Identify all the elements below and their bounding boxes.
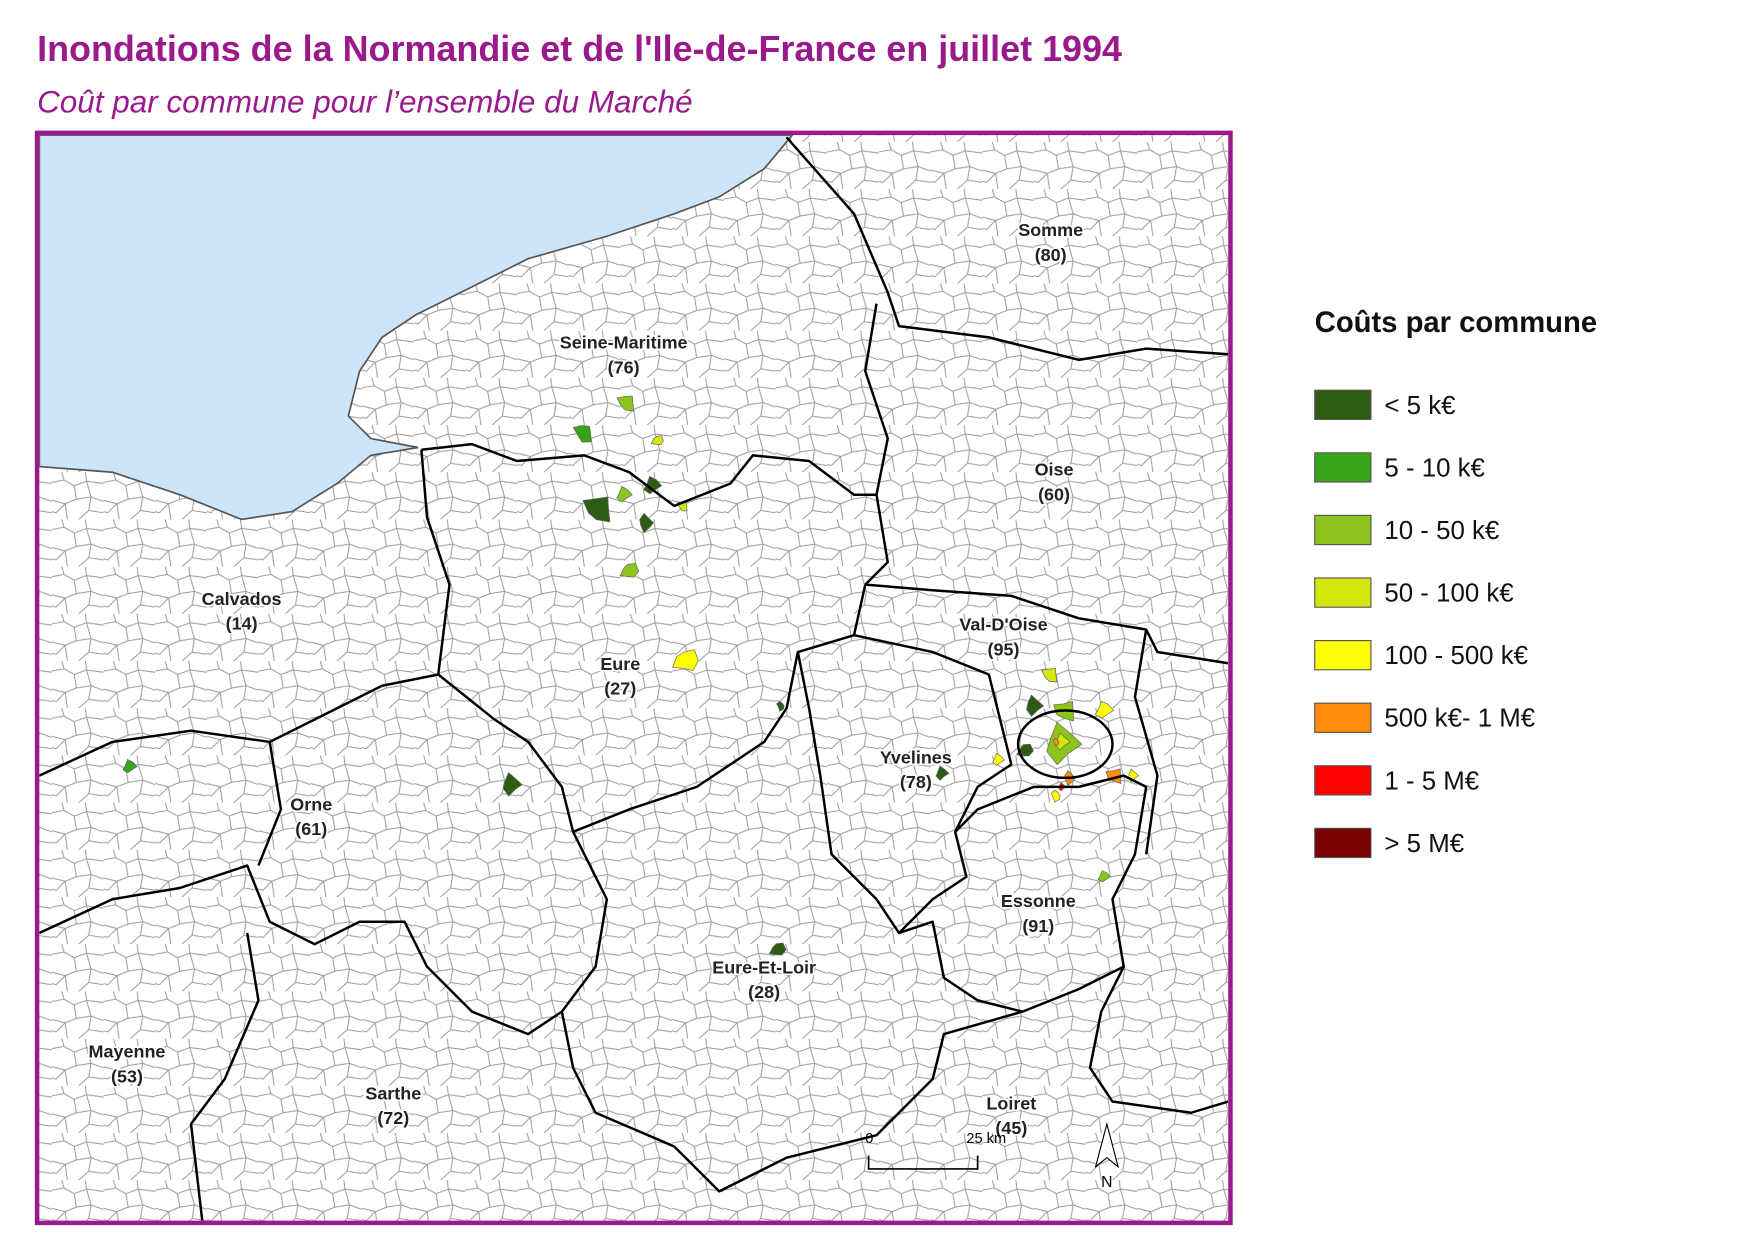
department-code: (14) — [226, 614, 258, 634]
cost-patches — [122, 395, 1140, 956]
department-name: Calvados — [202, 589, 282, 609]
commune-patch — [502, 772, 523, 797]
department-name: Seine-Maritime — [560, 333, 688, 353]
department-name: Somme — [1018, 220, 1083, 240]
title: Inondations de la Normandie et de l'Ile-… — [37, 28, 1122, 69]
department-code: (95) — [987, 639, 1019, 659]
department-borders — [39, 136, 1229, 1221]
legend-swatch — [1314, 827, 1372, 859]
legend-title: Coûts par commune — [1315, 307, 1597, 339]
department-code: (53) — [111, 1066, 143, 1086]
department-code: (28) — [748, 982, 780, 1002]
department-name: Sarthe — [365, 1083, 421, 1103]
commune-patch — [992, 753, 1005, 766]
commune-patch — [1105, 768, 1122, 784]
commune-patch — [935, 765, 950, 781]
commune-patch — [122, 758, 138, 774]
legend-swatch — [1314, 452, 1372, 483]
sea — [39, 135, 794, 521]
legend-label: > 5 M€ — [1384, 830, 1464, 858]
department-name: Yvelines — [880, 747, 952, 767]
commune-patch — [572, 425, 592, 443]
legend-label: 5 - 10 k€ — [1384, 454, 1485, 482]
legend-label: 10 - 50 k€ — [1384, 517, 1499, 545]
legend-label: 100 - 500 k€ — [1384, 642, 1528, 670]
commune-patch — [616, 395, 635, 412]
commune-patch — [650, 435, 664, 446]
commune-patch — [1041, 668, 1058, 683]
commune-patch — [1026, 694, 1045, 717]
map: Somme (80) Seine-Maritime (76) Oise (60) Calva… — [39, 135, 1229, 1221]
department-code: (78) — [900, 772, 932, 792]
scale-start: 0 — [865, 1131, 873, 1147]
scale-end: 25 km — [966, 1131, 1006, 1147]
north-label: N — [1101, 1174, 1112, 1191]
legend-swatch — [1314, 514, 1372, 546]
department-name: Eure — [600, 654, 640, 674]
legend-swatch — [1314, 389, 1372, 420]
legend-label: 1 - 5 M€ — [1384, 767, 1479, 795]
legend-swatch — [1314, 765, 1372, 796]
commune-patch — [672, 649, 699, 671]
department-code: (91) — [1022, 916, 1054, 936]
department-code: (45) — [995, 1118, 1027, 1138]
department-code: (80) — [1035, 245, 1067, 265]
department-name: Orne — [290, 794, 332, 814]
commune-patch — [769, 942, 787, 956]
department-name: Essonne — [1001, 891, 1076, 911]
legend-label: 500 k€- 1 M€ — [1384, 705, 1535, 733]
legend-swatch — [1314, 577, 1372, 608]
legend-swatch — [1314, 640, 1372, 671]
department-code: (60) — [1038, 484, 1070, 504]
department-code: (27) — [604, 679, 636, 699]
department-name: Loiret — [986, 1093, 1036, 1113]
subtitle: Coût par commune pour l’ensemble du Marc… — [37, 85, 693, 120]
legend-label: < 5 k€ — [1384, 392, 1455, 420]
commune-patch — [582, 496, 611, 523]
commune-patch — [1052, 737, 1060, 747]
department-name: Val-D'Oise — [959, 615, 1047, 635]
commune-patch — [1097, 870, 1111, 883]
legend-label: 50 - 100 k€ — [1384, 580, 1513, 608]
legend: < 5 k€ 5 - 10 k€ 10 - 50 k€ 50 - 100 k€ 100 … — [1314, 389, 1535, 859]
commune-patch — [1050, 789, 1061, 803]
scale-bar: 0 25 km — [865, 1131, 1006, 1170]
commune-patch — [776, 700, 785, 712]
commune-patch — [616, 485, 633, 503]
department-name: Mayenne — [89, 1042, 166, 1062]
department-code: (76) — [608, 357, 640, 377]
department-name: Eure-Et-Loir — [712, 957, 816, 977]
map-frame — [34, 130, 1233, 1226]
commune-patch — [619, 562, 640, 578]
north-arrow: N — [1094, 1121, 1120, 1191]
department-name: Oise — [1035, 460, 1074, 480]
department-code: (61) — [295, 819, 327, 839]
legend-swatch — [1314, 702, 1372, 733]
commune-patch — [639, 512, 655, 534]
commune-patch — [1094, 700, 1114, 719]
department-code: (72) — [377, 1108, 409, 1128]
